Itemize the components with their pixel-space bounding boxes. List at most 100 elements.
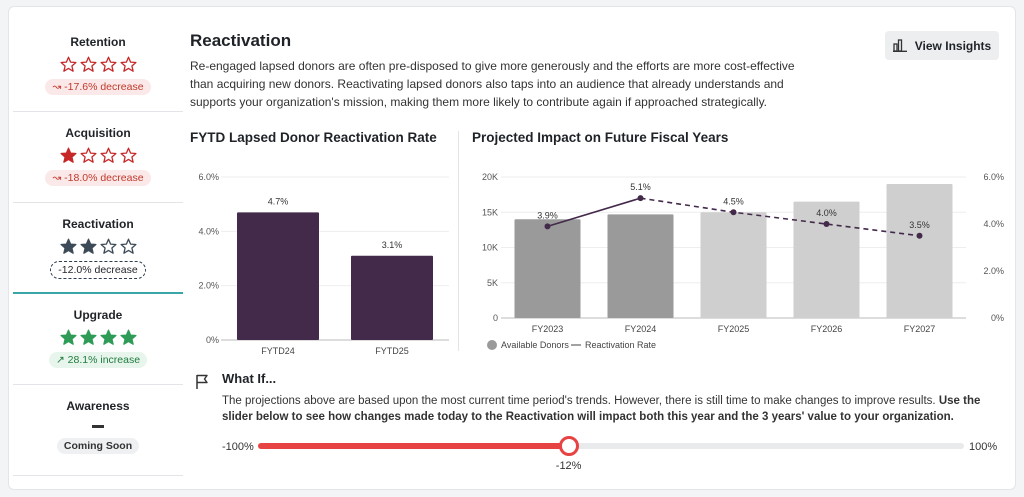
star-outline-icon — [99, 238, 117, 254]
metric-awareness[interactable]: Awareness Coming Soon — [13, 385, 183, 476]
metric-title: Upgrade — [73, 308, 123, 322]
view-insights-button[interactable]: View Insights — [885, 31, 999, 60]
what-if-instructions: Use the slider below to see how changes … — [222, 395, 981, 423]
star-outline-icon — [99, 56, 117, 72]
bar-available-donors — [886, 184, 953, 318]
bar — [237, 212, 319, 340]
rate-label: 3.9% — [537, 210, 558, 220]
chart-title-projected-impact: Projected Impact on Future Fiscal Years — [472, 130, 729, 145]
star-filled-icon — [59, 147, 77, 163]
star-outline-icon — [99, 147, 117, 163]
rate-label: 3.5% — [909, 220, 930, 230]
rate-point — [637, 195, 644, 202]
rate-point — [544, 223, 551, 230]
what-if-text: The projections above are based upon the… — [222, 395, 939, 407]
right-axis-tick: 4.0% — [983, 219, 1004, 229]
metric-acquisition[interactable]: Acquisition ↝ -18.0% decrease — [13, 112, 183, 203]
star-outline-icon — [79, 56, 97, 72]
metric-title: Retention — [70, 35, 126, 49]
left-axis-tick: 20K — [482, 172, 498, 182]
page-description: Re-engaged lapsed donors are often pre-d… — [190, 59, 795, 109]
what-if-title: What If... — [222, 371, 277, 386]
star-outline-icon — [79, 147, 97, 163]
x-tick-label: FYTD24 — [261, 346, 295, 356]
star-filled-icon — [59, 329, 77, 345]
y-tick-label: 4.0% — [198, 226, 219, 236]
metric-upgrade[interactable]: Upgrade ↗ 28.1% increase — [13, 294, 183, 385]
star-filled-icon — [99, 329, 117, 345]
left-axis-tick: 0 — [493, 313, 498, 323]
left-axis-tick: 15K — [482, 207, 498, 217]
star-outline-icon — [59, 56, 77, 72]
rate-label: 5.1% — [630, 182, 651, 192]
x-tick-label: FY2025 — [718, 324, 750, 334]
bar-value-label: 3.1% — [382, 240, 403, 250]
dashboard-card: Retention ↝ -17.6% decrease Acquisition … — [8, 6, 1016, 490]
y-tick-label: 0% — [206, 335, 219, 345]
star-rating — [59, 329, 137, 346]
coming-soon-badge: Coming Soon — [56, 438, 140, 454]
legend-label: Reactivation Rate — [585, 340, 656, 350]
empty-rating-dash — [92, 425, 104, 428]
what-if-description: The projections above are based upon the… — [222, 393, 1002, 425]
legend-bar-swatch — [487, 340, 497, 350]
star-filled-icon — [59, 238, 77, 254]
star-filled-icon — [79, 329, 97, 345]
left-axis-tick: 10K — [482, 243, 498, 253]
slider-max-label: 100% — [969, 441, 998, 453]
right-axis-tick: 2.0% — [983, 266, 1004, 276]
bar — [351, 255, 433, 340]
right-axis-tick: 6.0% — [983, 172, 1004, 182]
metric-title: Acquisition — [65, 126, 131, 140]
bar-available-donors — [700, 212, 767, 318]
slider-fill — [258, 443, 569, 449]
change-badge: ↗ 28.1% increase — [48, 352, 148, 368]
y-tick-label: 2.0% — [198, 281, 219, 291]
metric-reactivation[interactable]: Reactivation -12.0% decrease — [13, 203, 183, 294]
bar-available-donors — [607, 214, 674, 318]
flag-icon — [196, 374, 208, 389]
view-insights-label: View Insights — [914, 38, 992, 53]
metric-retention[interactable]: Retention ↝ -17.6% decrease — [13, 21, 183, 112]
star-outline-icon — [119, 238, 137, 254]
change-badge: -12.0% decrease — [50, 261, 146, 279]
star-rating — [59, 56, 137, 73]
slider-min-label: -100% — [222, 441, 254, 453]
star-filled-icon — [79, 238, 97, 254]
rate-label: 4.5% — [723, 196, 744, 206]
bar-available-donors — [514, 219, 581, 318]
slider-thumb[interactable] — [558, 436, 579, 456]
rate-label: 4.0% — [816, 208, 837, 218]
star-rating — [59, 238, 137, 255]
bar-value-label: 4.7% — [268, 196, 289, 206]
page-title: Reactivation — [190, 31, 292, 50]
star-rating — [59, 147, 137, 164]
rate-point — [916, 232, 923, 239]
change-badge: ↝ -17.6% decrease — [45, 79, 151, 95]
impact-slider-track[interactable] — [258, 436, 964, 456]
chart-divider — [458, 131, 459, 351]
star-outline-icon — [119, 147, 137, 163]
x-tick-label: FY2023 — [532, 324, 564, 334]
slider-value-label: -12% — [555, 460, 582, 472]
x-tick-label: FY2027 — [904, 324, 936, 334]
rate-point — [730, 209, 737, 216]
bar-chart-icon — [892, 39, 907, 52]
metrics-sidebar: Retention ↝ -17.6% decrease Acquisition … — [13, 21, 183, 476]
metric-title: Awareness — [66, 399, 130, 413]
metric-title: Reactivation — [62, 217, 134, 231]
x-tick-label: FY2024 — [625, 324, 657, 334]
bar-available-donors — [793, 201, 860, 318]
rate-line-actual — [547, 197, 641, 228]
projected-impact-chart: 0 5K 10K 15K 20K 0% 2.0% 4.0% 6.0% FY2023 FY2024 FY… — [482, 172, 1004, 350]
rate-point — [823, 221, 830, 227]
chart-title-reactivation-rate: FYTD Lapsed Donor Reactivation Rate — [190, 130, 437, 145]
left-axis-tick: 5K — [487, 278, 498, 288]
change-badge: ↝ -18.0% decrease — [45, 170, 151, 186]
x-tick-label: FYTD25 — [375, 346, 409, 356]
x-tick-label: FY2026 — [811, 324, 843, 334]
reactivation-rate-chart: 0% 2.0% 4.0% 6.0% 4.7% FYTD24 3.1% FYTD25 — [198, 172, 449, 356]
right-axis-tick: 0% — [991, 313, 1004, 323]
star-outline-icon — [119, 56, 137, 72]
star-filled-icon — [119, 329, 137, 345]
